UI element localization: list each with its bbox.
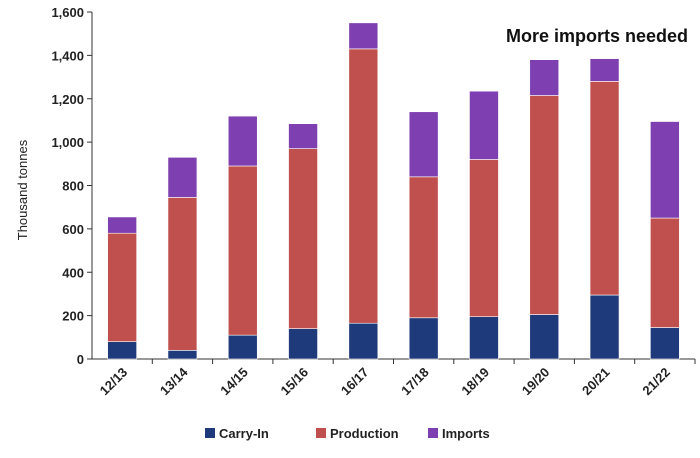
bar-segment-imports — [408, 111, 439, 178]
chart-title: More imports needed — [506, 26, 688, 46]
bar-segment-production — [589, 81, 620, 296]
x-tick-label: 17/18 — [398, 365, 432, 399]
bar-segment-imports — [288, 123, 318, 149]
legend-label: Imports — [442, 426, 490, 441]
y-tick-label: 800 — [62, 179, 84, 194]
bar-segment-production — [529, 95, 560, 315]
x-tick-label: 21/22 — [639, 365, 673, 399]
y-tick-label: 1,200 — [51, 92, 84, 107]
x-tick-label: 19/20 — [519, 365, 553, 399]
bar-segment-production — [107, 232, 137, 342]
x-tick-label: 14/15 — [217, 365, 251, 399]
bar-segment-carry-in — [469, 316, 499, 360]
bar-segment-production — [227, 165, 258, 336]
bar-segment-production — [348, 48, 379, 324]
x-tick-label: 18/19 — [458, 365, 492, 399]
bar-segment-production — [650, 217, 680, 328]
bar-segment-carry-in — [107, 341, 137, 360]
x-tick-label: 13/14 — [157, 364, 191, 398]
legend-label: Production — [330, 426, 399, 441]
bar-segment-carry-in — [167, 350, 198, 360]
y-tick-label: 600 — [62, 222, 84, 237]
bar-segment-imports — [650, 121, 680, 219]
legend-label: Carry-In — [219, 426, 269, 441]
y-tick-label: 1,000 — [51, 135, 84, 150]
legend-swatch — [428, 428, 438, 438]
legend: Carry-In Production Imports — [205, 426, 490, 441]
x-tick-label: 16/17 — [338, 365, 372, 399]
bar-segment-carry-in — [589, 294, 620, 360]
bar-segment-imports — [107, 216, 137, 234]
bar-segment-imports — [348, 22, 379, 50]
bar-segment-carry-in — [529, 314, 560, 360]
bar-segment-carry-in — [227, 334, 258, 360]
bar-segment-production — [288, 148, 318, 329]
y-tick-label: 400 — [62, 265, 84, 280]
x-tick-label: 20/21 — [579, 365, 613, 399]
bar-segment-imports — [167, 157, 198, 198]
y-axis-title: Thousand tonnes — [15, 139, 30, 240]
y-tick-label: 1,400 — [51, 48, 84, 63]
x-tick-label: 12/13 — [97, 365, 131, 399]
bar-segment-production — [167, 197, 198, 351]
bar-segment-carry-in — [650, 327, 680, 360]
y-tick-label: 1,600 — [51, 5, 84, 20]
bar-segment-imports — [469, 90, 499, 160]
bar-segment-carry-in — [288, 328, 318, 360]
y-tick-label: 0 — [77, 352, 84, 367]
bar-segment-imports — [529, 59, 560, 96]
legend-swatch — [316, 428, 326, 438]
legend-swatch — [205, 428, 215, 438]
bar-segment-carry-in — [408, 317, 439, 360]
bar-segment-production — [469, 159, 499, 318]
x-tick-label: 15/16 — [278, 365, 312, 399]
bar-segment-carry-in — [348, 322, 379, 360]
bar-segment-imports — [589, 58, 620, 82]
y-tick-label: 200 — [62, 309, 84, 324]
bar-segment-imports — [227, 115, 258, 167]
bar-segment-production — [408, 176, 439, 319]
